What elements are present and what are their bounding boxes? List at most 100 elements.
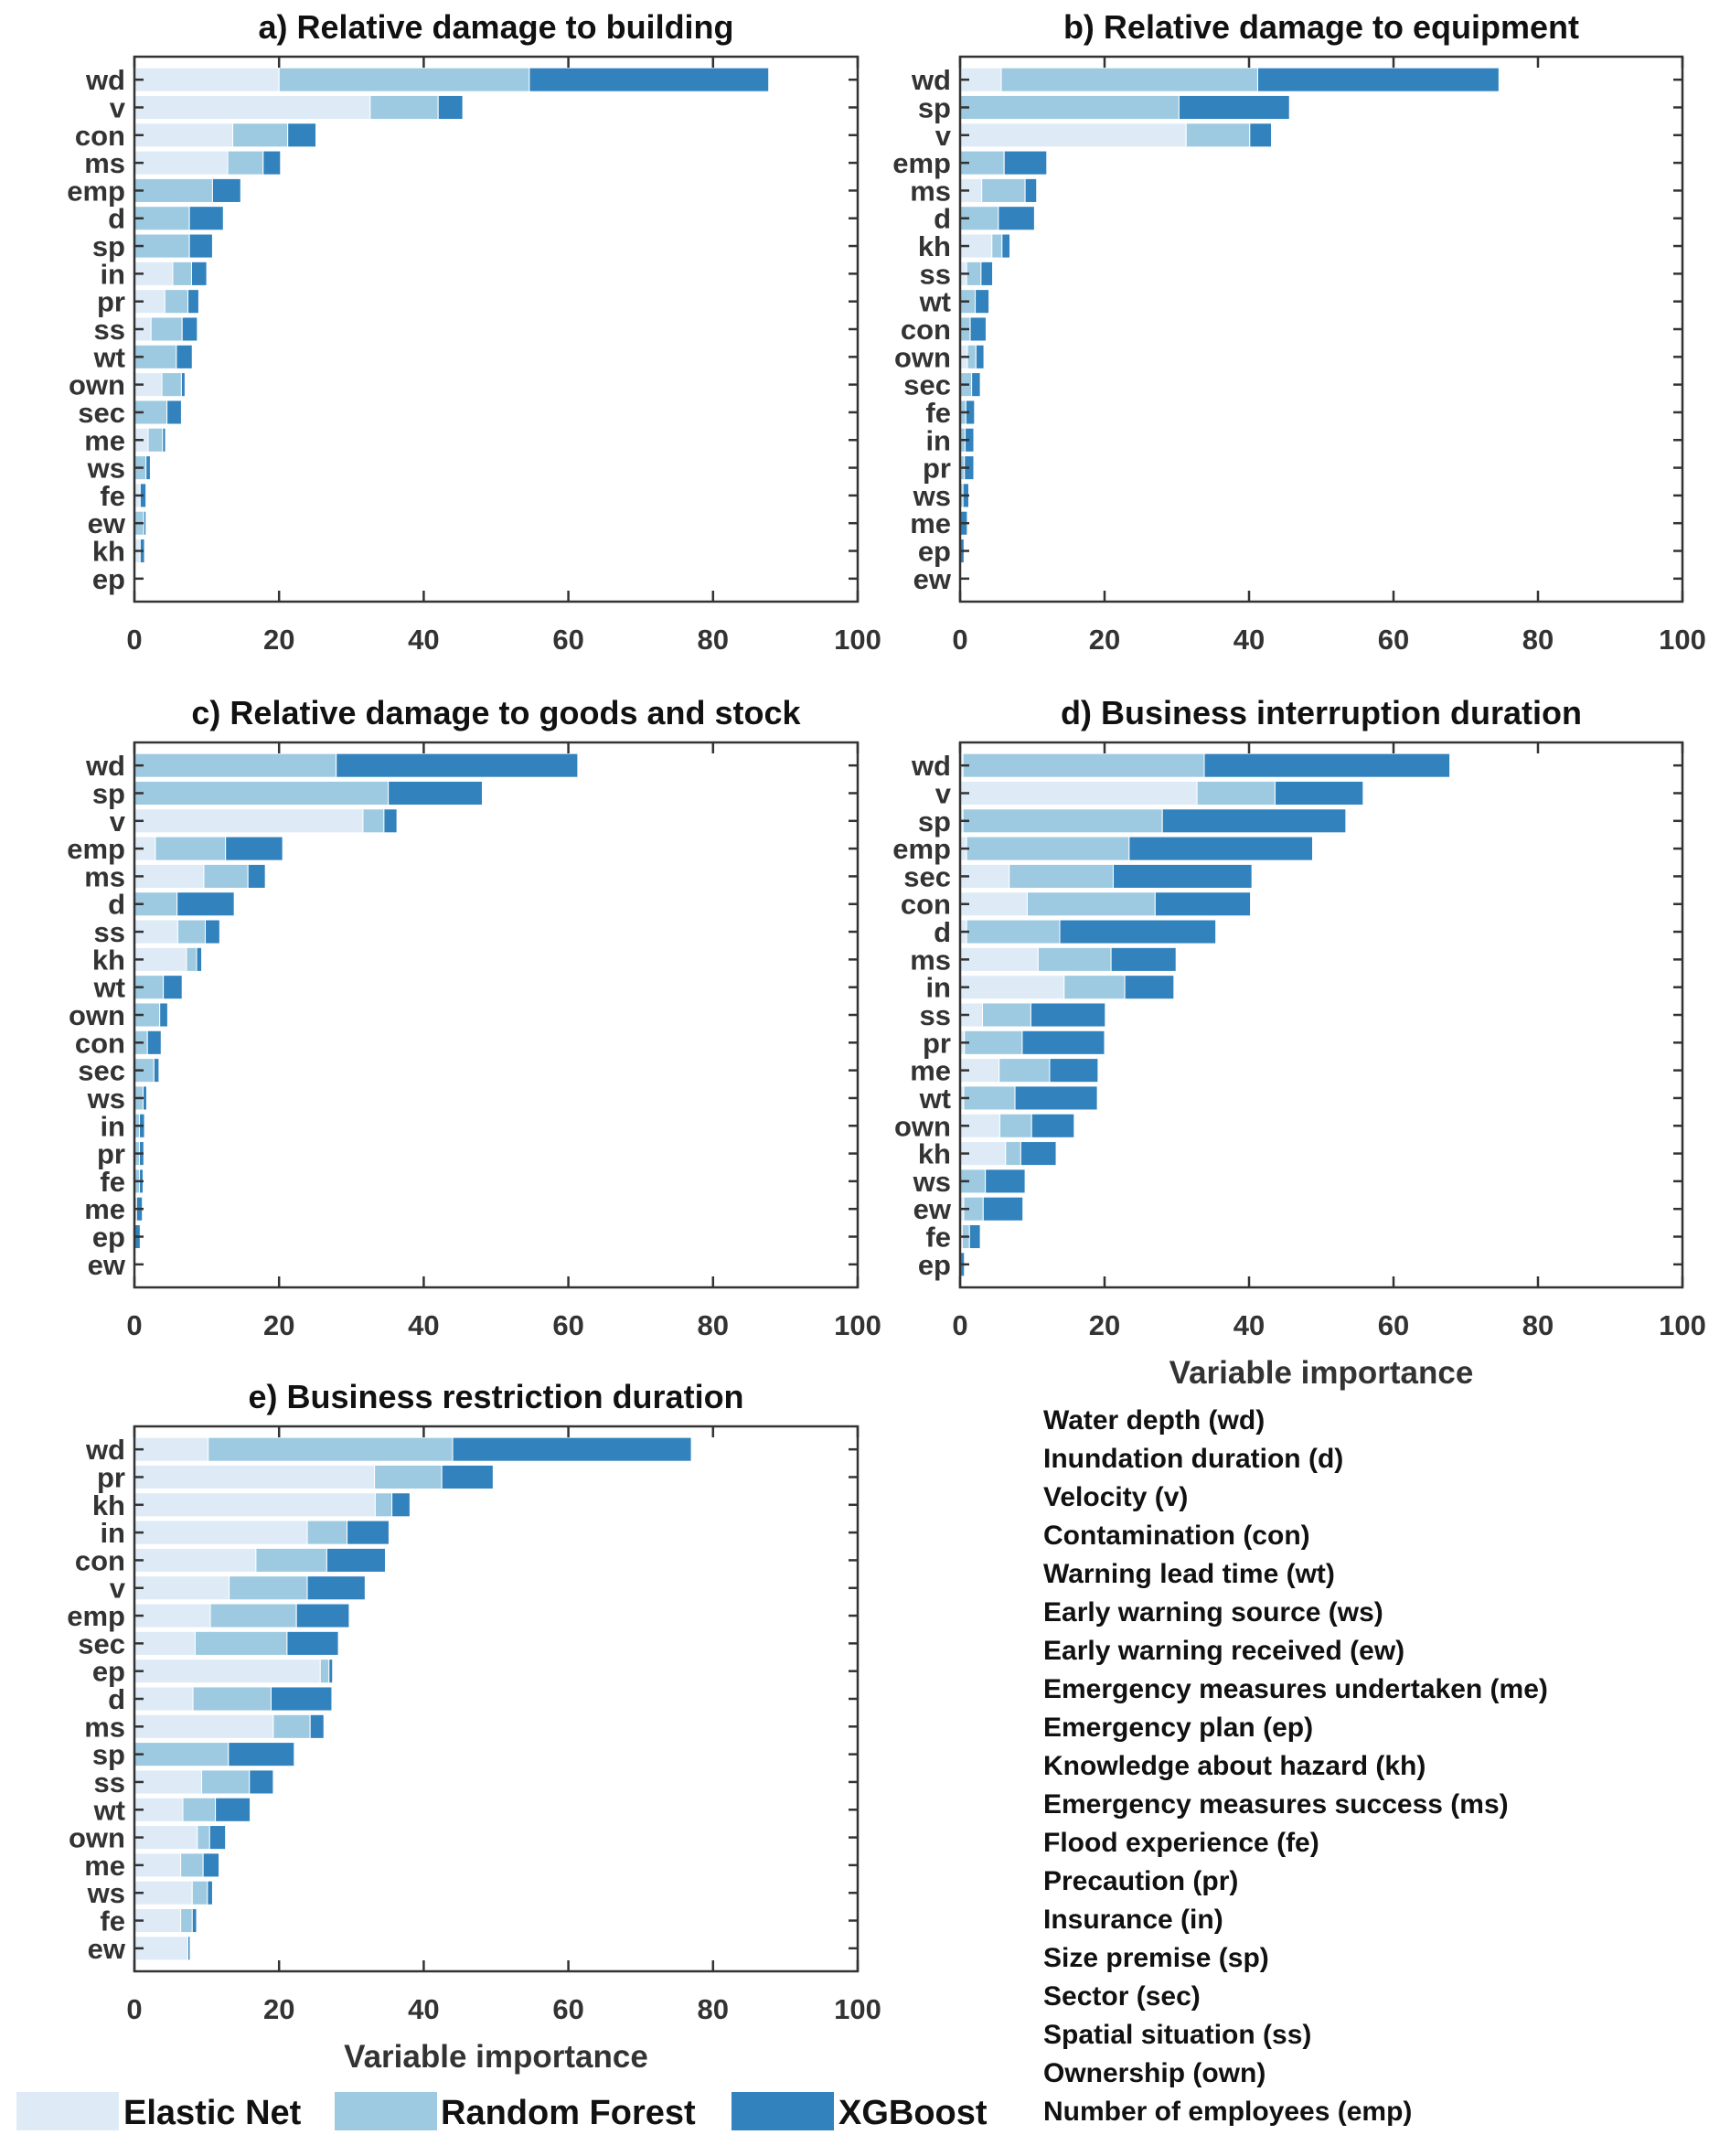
bar-own-random-forest bbox=[197, 1825, 210, 1851]
bar-emp-xgboost bbox=[225, 836, 283, 861]
bar-fe-random-forest bbox=[180, 1907, 193, 1934]
bar-own-xgboost bbox=[1031, 1113, 1075, 1138]
y-tick-label: pr bbox=[923, 453, 951, 485]
x-tick-label: 20 bbox=[263, 1309, 294, 1341]
bar-ep-xgboost bbox=[328, 1659, 334, 1684]
bar-emp-xgboost bbox=[1003, 150, 1048, 176]
bar-fe-xgboost bbox=[968, 1223, 981, 1250]
bar-ms-xgboost bbox=[309, 1713, 325, 1739]
bar-ms-elastic-net bbox=[133, 150, 229, 176]
x-tick-label: 60 bbox=[1378, 1309, 1409, 1341]
legend-swatch bbox=[16, 2092, 119, 2130]
bar-ss-elastic-net bbox=[133, 1769, 203, 1795]
bar-emp-random-forest bbox=[209, 1603, 297, 1628]
bar-in-elastic-net bbox=[133, 1520, 308, 1545]
y-tick-label: kh bbox=[92, 1489, 125, 1521]
variable-list-item: Number of employees (emp) bbox=[1043, 2097, 1412, 2127]
bar-d-random-forest bbox=[133, 206, 190, 231]
y-tick-label: v bbox=[110, 806, 126, 838]
x-tick-label: 40 bbox=[408, 624, 439, 656]
bar-in-random-forest bbox=[172, 261, 192, 286]
bar-v-random-forest bbox=[1185, 123, 1251, 148]
y-tick-label: own bbox=[69, 1822, 125, 1854]
x-tick-label: 80 bbox=[698, 624, 729, 656]
variable-list-item: Inundation duration (d) bbox=[1043, 1444, 1343, 1474]
bar-ss-xgboost bbox=[1030, 1002, 1106, 1028]
y-tick-label: me bbox=[910, 507, 951, 539]
y-tick-label: emp bbox=[67, 1600, 125, 1632]
x-tick-label: 0 bbox=[126, 624, 142, 656]
bar-ws-xgboost bbox=[207, 1880, 213, 1905]
bar-emp-elastic-net bbox=[133, 1603, 211, 1628]
y-tick-label: me bbox=[84, 1850, 125, 1882]
bar-con-random-forest bbox=[255, 1547, 327, 1573]
y-tick-label: sec bbox=[903, 369, 951, 401]
bar-v-xgboost bbox=[1274, 780, 1364, 806]
y-tick-label: sp bbox=[918, 91, 951, 123]
bar-wd-random-forest bbox=[1000, 67, 1258, 92]
bar-ew-xgboost bbox=[143, 510, 147, 536]
bar-sp-random-forest bbox=[959, 94, 1180, 121]
y-tick-label: own bbox=[69, 999, 125, 1031]
bar-in-xgboost bbox=[1124, 975, 1175, 1000]
axes-box bbox=[958, 55, 1684, 603]
bar-kh-xgboost bbox=[1001, 233, 1011, 259]
y-tick-label: kh bbox=[918, 230, 951, 262]
bar-me-random-forest bbox=[998, 1058, 1051, 1083]
y-tick-label: ss bbox=[94, 1766, 125, 1798]
bar-v-elastic-net bbox=[959, 780, 1198, 806]
bar-wd-random-forest bbox=[962, 752, 1205, 778]
bar-ms-random-forest bbox=[227, 150, 264, 176]
y-tick-label: in bbox=[100, 258, 125, 290]
y-tick-label: pr bbox=[97, 1461, 125, 1493]
y-tick-label: ep bbox=[92, 1656, 125, 1688]
y-tick-label: in bbox=[925, 972, 951, 1004]
y-tick-label: fe bbox=[100, 1166, 125, 1198]
y-tick-label: kh bbox=[918, 1138, 951, 1170]
panel-b: b) Relative damage to equipmentwdspvempm… bbox=[892, 8, 1706, 656]
bar-con-elastic-net bbox=[959, 891, 1028, 917]
bar-wt-xgboost bbox=[176, 344, 193, 369]
bar-kh-random-forest bbox=[1005, 1141, 1021, 1167]
bar-me-xgboost bbox=[162, 427, 166, 453]
y-tick-label: v bbox=[935, 777, 952, 809]
y-tick-label: ss bbox=[94, 314, 125, 346]
y-tick-label: emp bbox=[892, 147, 951, 179]
bar-emp-xgboost bbox=[1128, 836, 1314, 861]
axes-box bbox=[958, 741, 1684, 1289]
bar-me-xgboost bbox=[1049, 1058, 1099, 1083]
legend-item-random-forest: Random Forest bbox=[335, 2092, 696, 2132]
y-tick-label: ss bbox=[94, 916, 125, 948]
bar-in-random-forest bbox=[306, 1520, 348, 1545]
y-tick-label: con bbox=[75, 1027, 125, 1059]
bar-own-xgboost bbox=[208, 1825, 227, 1851]
y-tick-label: sec bbox=[903, 860, 951, 892]
bar-sp-xgboost bbox=[1161, 808, 1347, 834]
bar-ms-elastic-net bbox=[133, 1713, 274, 1739]
y-tick-label: v bbox=[935, 120, 952, 152]
bar-con-elastic-net bbox=[133, 123, 234, 148]
bar-sec-xgboost bbox=[971, 372, 981, 398]
y-tick-label: ep bbox=[918, 536, 951, 568]
y-tick-label: sec bbox=[78, 1628, 125, 1660]
bar-v-xgboost bbox=[306, 1575, 366, 1601]
x-tick-label: 100 bbox=[1659, 1309, 1706, 1341]
y-tick-label: wt bbox=[919, 1083, 951, 1115]
panel-c: c) Relative damage to goods and stockwds… bbox=[67, 694, 881, 1341]
legend: Elastic Net Random Forest XGBoost bbox=[16, 2092, 988, 2132]
x-tick-label: 80 bbox=[698, 1309, 729, 1341]
y-tick-label: ms bbox=[910, 175, 951, 207]
y-tick-label: ew bbox=[913, 563, 952, 595]
legend-label: Elastic Net bbox=[123, 2094, 302, 2132]
bar-con-xgboost bbox=[146, 1030, 162, 1055]
bar-kh-random-forest bbox=[991, 233, 1003, 259]
y-tick-label: ew bbox=[913, 1193, 952, 1225]
bar-sp-xgboost bbox=[1178, 94, 1290, 121]
bar-wd-random-forest bbox=[208, 1436, 454, 1462]
y-tick-label: con bbox=[75, 120, 125, 152]
bar-in-random-forest bbox=[1063, 975, 1126, 1000]
y-tick-label: ws bbox=[87, 453, 125, 485]
bar-sp-random-forest bbox=[962, 808, 1163, 834]
y-tick-label: ms bbox=[84, 147, 125, 179]
y-tick-label: ss bbox=[920, 999, 951, 1031]
